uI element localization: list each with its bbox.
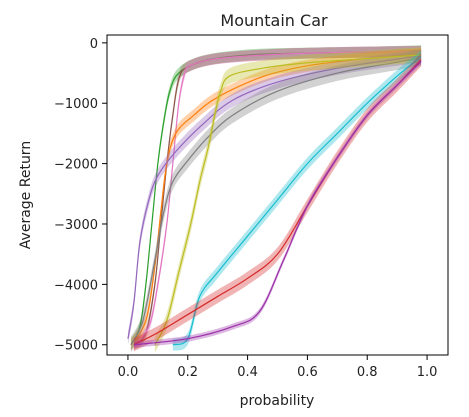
y-tick-label: −2000 — [54, 158, 98, 173]
y-tick-label: −1000 — [54, 97, 98, 112]
plot-series — [127, 45, 422, 353]
x-tick-label: 0.2 — [177, 365, 198, 380]
series-5-line — [127, 55, 422, 339]
y-tick-label: −4000 — [54, 278, 98, 293]
y-tick-label: 0 — [90, 37, 98, 52]
series-3-line — [133, 50, 422, 346]
y-axis: 0 −1000 −2000 −3000 −4000 −5000 — [54, 37, 107, 354]
x-tick-label: 0.8 — [357, 365, 378, 380]
series-8 — [172, 50, 422, 351]
series-10-line — [133, 61, 422, 346]
series-10-band — [133, 58, 422, 348]
x-axis-label: probability — [240, 393, 315, 409]
y-tick-label: −5000 — [54, 339, 98, 354]
x-tick-label: 0.0 — [118, 365, 139, 380]
plot-frame — [106, 34, 449, 356]
y-tick-label: −3000 — [54, 218, 98, 233]
series-8-band — [172, 50, 422, 351]
x-tick-label: 0.6 — [297, 365, 318, 380]
x-tick-label: 0.4 — [237, 365, 258, 380]
series-4 — [130, 48, 422, 351]
series-5 — [127, 49, 422, 346]
series-4-line — [130, 53, 422, 346]
series-8-line — [172, 56, 422, 346]
series-6 — [130, 49, 422, 353]
series-7-line — [154, 54, 422, 346]
y-axis-label: Average Return — [18, 141, 34, 249]
series-10 — [133, 58, 422, 348]
x-axis: 0.0 0.2 0.4 0.6 0.8 1.0 — [118, 355, 438, 380]
series-6-line — [130, 56, 422, 346]
series-7 — [154, 47, 422, 353]
series-5-band — [127, 49, 422, 346]
x-tick-label: 1.0 — [417, 365, 438, 380]
chart-title: Mountain Car — [220, 11, 328, 30]
series-3 — [133, 45, 422, 351]
